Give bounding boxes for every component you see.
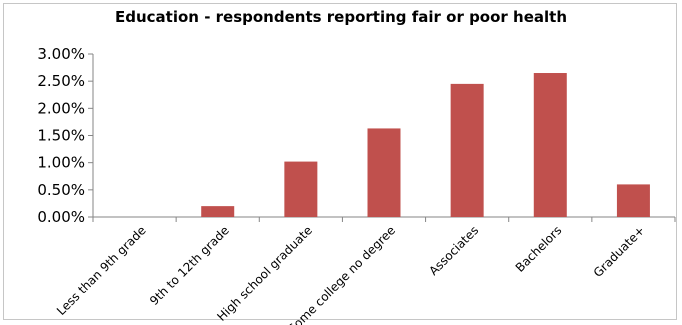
- bar-5: [533, 73, 567, 218]
- bar-6: [616, 184, 650, 217]
- bar-3: [367, 128, 401, 217]
- y-tick-label: 2.50%: [37, 72, 85, 90]
- y-tick-label: 0.00%: [37, 208, 85, 226]
- y-tick-label: 1.00%: [37, 154, 85, 172]
- x-category-label: Less than 9th grade: [54, 223, 149, 318]
- chart-title: Education - respondents reporting fair o…: [115, 8, 567, 26]
- y-tick-label: 2.00%: [37, 99, 85, 117]
- x-category-label: 9th to 12th grade: [147, 223, 232, 308]
- bar-1: [201, 206, 235, 217]
- y-tick-label: 0.50%: [37, 181, 85, 199]
- x-category-label: Graduate+: [591, 223, 648, 280]
- y-tick-label: 1.50%: [37, 127, 85, 145]
- x-category-label: Bachelors: [513, 223, 565, 275]
- bar-2: [284, 161, 318, 217]
- x-category-label: High school graduate: [214, 223, 315, 324]
- x-category-label: Associates: [426, 223, 481, 278]
- y-tick-label: 3.00%: [37, 45, 85, 63]
- bar-4: [450, 83, 484, 217]
